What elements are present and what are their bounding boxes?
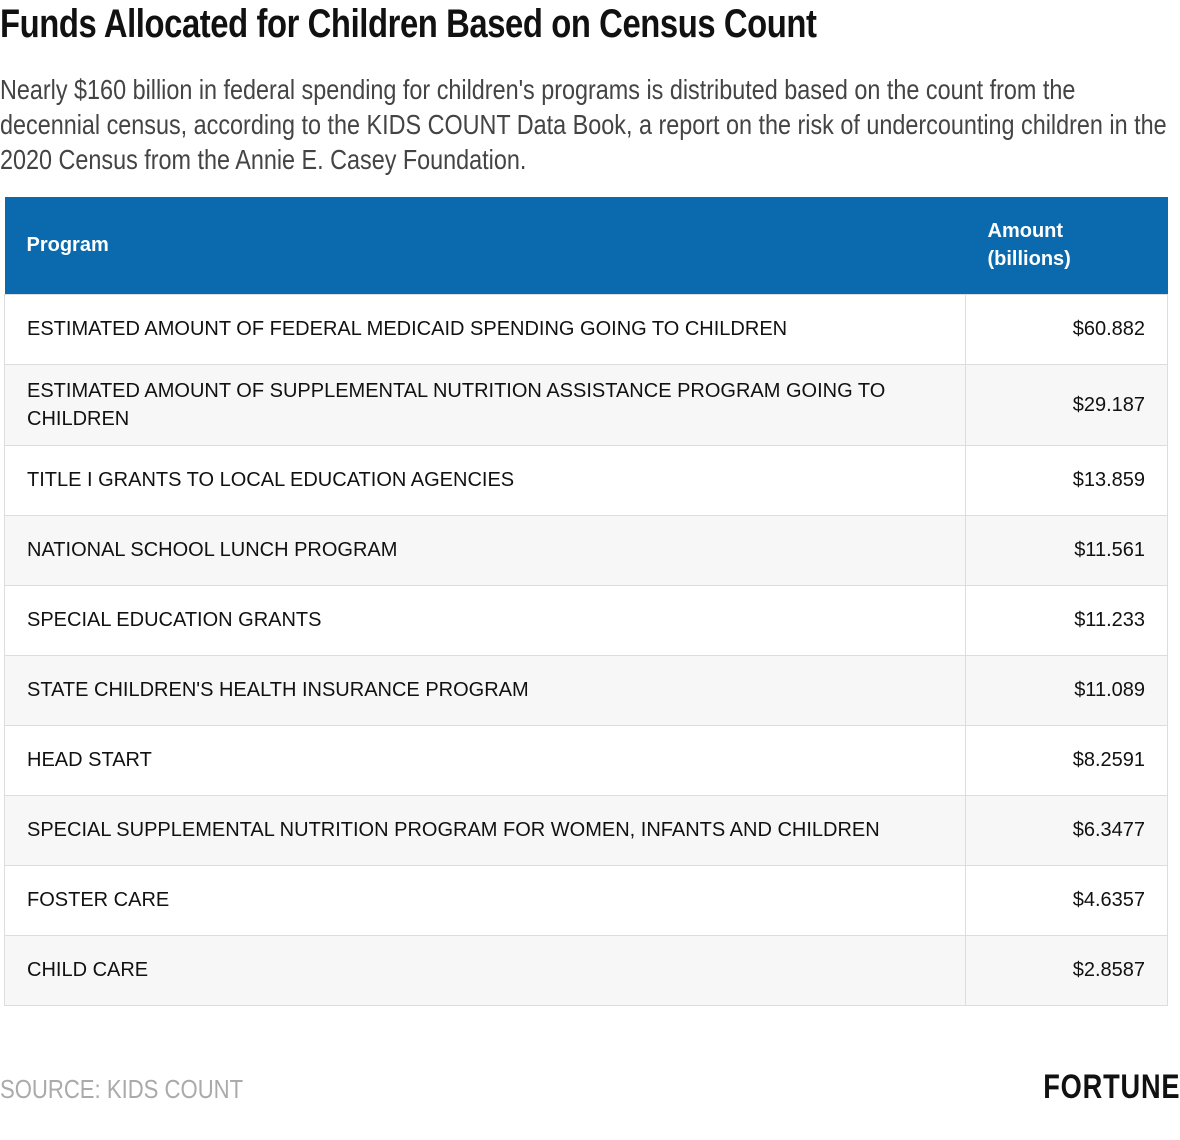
table-row: ESTIMATED AMOUNT OF FEDERAL MEDICAID SPE… <box>4 293 1168 365</box>
table-header: Program Amount (billions) <box>4 197 1168 294</box>
program-cell: STATE CHILDREN'S HEALTH INSURANCE PROGRA… <box>4 654 966 726</box>
amount-cell: $60.882 <box>965 293 1168 365</box>
program-cell: ESTIMATED AMOUNT OF FEDERAL MEDICAID SPE… <box>4 293 966 365</box>
program-cell: CHILD CARE <box>4 934 966 1006</box>
amount-cell: $8.2591 <box>965 724 1168 796</box>
amount-cell: $11.233 <box>965 584 1168 656</box>
table-row: CHILD CARE $2.8587 <box>4 934 1168 1006</box>
column-header: Program <box>4 197 966 294</box>
title: Funds Allocated for Children Based on Ce… <box>0 2 817 46</box>
program-cell: TITLE I GRANTS TO LOCAL EDUCATION AGENCI… <box>4 444 966 516</box>
table: Program Amount (billions) ESTIMATED AMOU… <box>4 197 1168 1006</box>
table-row: SPECIAL SUPPLEMENTAL NUTRITION PROGRAM F… <box>4 794 1168 866</box>
table-row: TITLE I GRANTS TO LOCAL EDUCATION AGENCI… <box>4 444 1168 516</box>
table-row: ESTIMATED AMOUNT OF SUPPLEMENTAL NUTRITI… <box>4 363 1168 446</box>
amount-cell: $13.859 <box>965 444 1168 516</box>
header-row: Program Amount (billions) <box>4 197 1168 294</box>
amount-cell: $11.089 <box>965 654 1168 726</box>
program-cell: SPECIAL SUPPLEMENTAL NUTRITION PROGRAM F… <box>4 794 966 866</box>
table-row: SPECIAL EDUCATION GRANTS $11.233 <box>4 584 1168 656</box>
table-body: ESTIMATED AMOUNT OF FEDERAL MEDICAID SPE… <box>4 293 1168 1006</box>
amount-cell: $2.8587 <box>965 934 1168 1006</box>
program-cell: SPECIAL EDUCATION GRANTS <box>4 584 966 656</box>
amount-cell: $11.561 <box>965 514 1168 586</box>
amount-cell: $6.3477 <box>965 794 1168 866</box>
program-cell: FOSTER CARE <box>4 864 966 936</box>
table-row: FOSTER CARE $4.6357 <box>4 864 1168 936</box>
table-row: STATE CHILDREN'S HEALTH INSURANCE PROGRA… <box>4 654 1168 726</box>
program-cell: NATIONAL SCHOOL LUNCH PROGRAM <box>4 514 966 586</box>
program-cell: HEAD START <box>4 724 966 796</box>
amount-cell: $4.6357 <box>965 864 1168 936</box>
column-header: Amount (billions) <box>965 197 1168 294</box>
subtitle: Nearly $160 billion in federal spending … <box>0 74 1167 175</box>
program-cell: ESTIMATED AMOUNT OF SUPPLEMENTAL NUTRITI… <box>4 363 966 446</box>
table-row: NATIONAL SCHOOL LUNCH PROGRAM $11.561 <box>4 514 1168 586</box>
table-row: HEAD START $8.2591 <box>4 724 1168 796</box>
brand-logo: FORTUNE <box>1042 1068 1180 1106</box>
source: SOURCE: KIDS COUNT <box>0 1074 244 1104</box>
amount-cell: $29.187 <box>965 363 1168 446</box>
